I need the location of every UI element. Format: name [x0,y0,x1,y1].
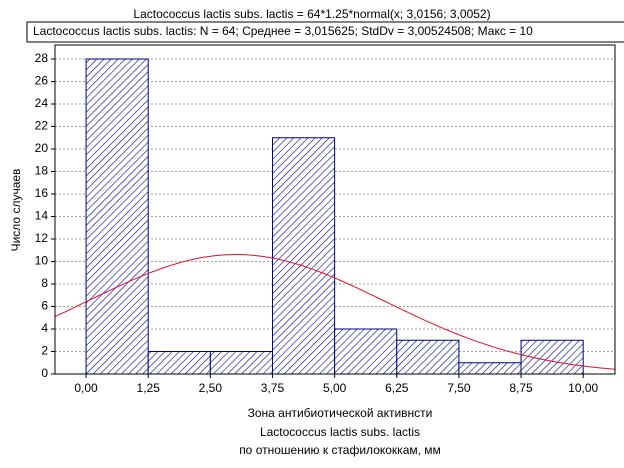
x-tick-label: 5,00 [323,381,347,395]
bar [458,362,522,375]
y-tick-label: 28 [35,51,49,65]
x-tick-label: 1,25 [137,381,161,395]
x-tick-label: 2,50 [199,381,223,395]
x-tick-label: 7,50 [447,381,471,395]
normal-curve [55,254,615,370]
y-tick-label: 10 [35,254,49,268]
bar [209,351,273,375]
y-tick-label: 14 [35,209,49,223]
x-tick-label: 10,00 [568,381,598,395]
x-axis-label: Lactococcus lactis subs. lactis [260,425,420,439]
x-tick-label: 6,25 [385,381,409,395]
chart-title: Lactococcus lactis subs. lactis = 64*1.2… [133,7,490,21]
y-tick-label: 6 [41,299,48,313]
y-tick-label: 24 [35,96,49,110]
x-tick-label: 0,00 [74,381,98,395]
x-tick-label: 8,75 [509,381,533,395]
y-tick-label: 18 [35,164,49,178]
y-tick-label: 2 [41,344,48,358]
bar [147,351,211,375]
y-tick-label: 16 [35,186,49,200]
legend-text: Lactococcus lactis subs. lactis: N = 64;… [33,24,533,38]
x-axis-label: Зона антибиотической активнсти [248,406,433,420]
bar [271,137,336,375]
y-tick-label: 0 [41,366,48,380]
bar [396,339,460,375]
y-tick-label: 26 [35,74,49,88]
y-axis-label: Число случаев [9,169,23,252]
y-tick-label: 22 [35,119,49,133]
bar [334,328,398,375]
y-tick-label: 4 [41,321,48,335]
x-tick-label: 3,75 [261,381,285,395]
y-tick-label: 8 [41,276,48,290]
x-axis-label: по отношению к стафилококкам, мм [239,443,441,457]
y-tick-label: 12 [35,231,49,245]
plot-frame [54,44,616,375]
y-tick-label: 20 [35,141,49,155]
bar [85,58,149,375]
legend-box [26,21,624,43]
